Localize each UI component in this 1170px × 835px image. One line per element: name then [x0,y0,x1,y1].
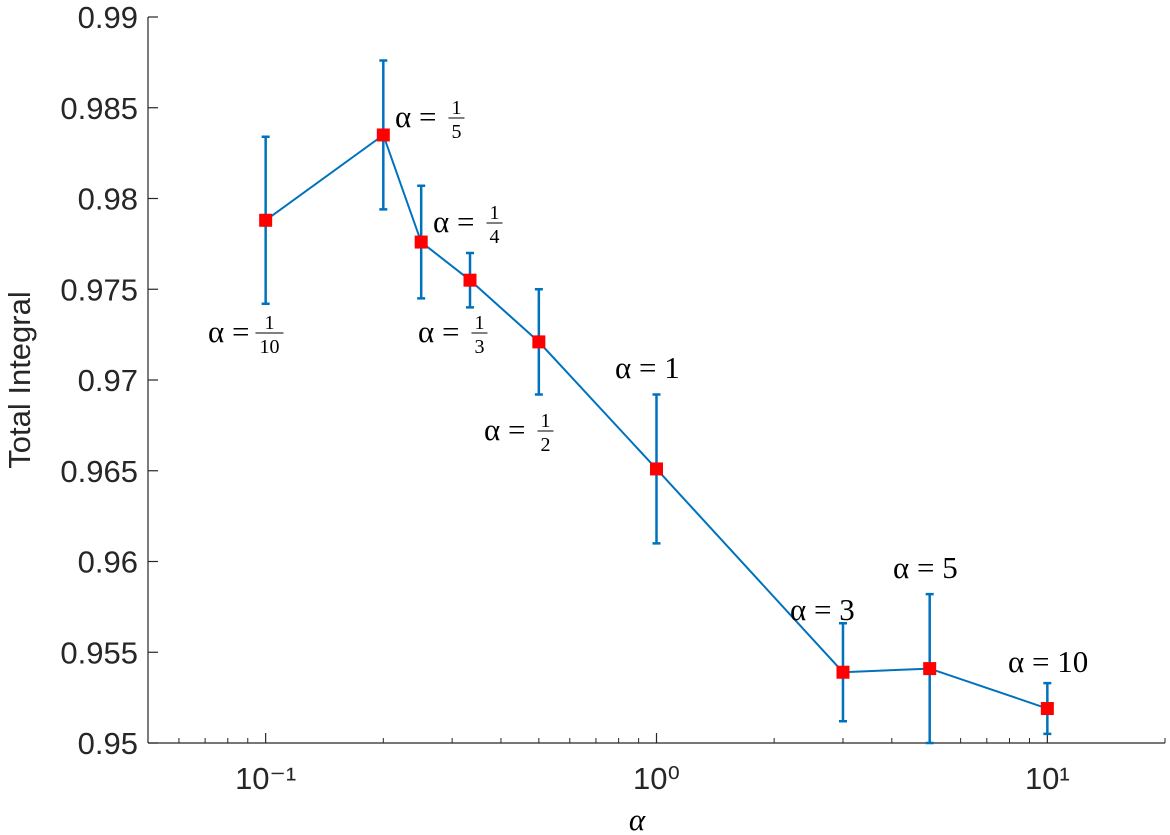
annotation-denominator: 5 [451,121,461,143]
marker [650,462,663,476]
marker [923,662,937,676]
marker [1040,702,1054,716]
y-tick-label: 0.975 [60,272,138,307]
annotation: α = 3 [790,592,855,627]
annotation: α = [418,314,459,349]
x-tick-label: 10⁻¹ [235,761,296,796]
y-tick-label: 0.97 [78,363,138,398]
marker [414,235,428,249]
annotation-denominator: 2 [540,434,550,456]
annotation-denominator: 4 [489,226,499,248]
annotation-denominator: 10 [259,336,279,358]
annotation: α = [395,99,436,134]
x-tick-label: 10¹ [1025,761,1070,796]
marker [259,213,273,227]
annotation: α = [433,204,474,239]
y-tick-label: 0.955 [60,635,138,670]
marker [463,273,477,287]
annotation-numerator: 1 [540,410,550,432]
x-axis-label: α [629,802,646,835]
y-tick-label: 0.99 [78,0,138,35]
annotation-denominator: 3 [474,336,484,358]
annotation: α = [484,412,525,447]
annotation: α = 1 [615,350,680,385]
y-tick-label: 0.96 [78,545,138,580]
y-tick-label: 0.98 [78,182,138,217]
marker [376,128,390,142]
annotation-numerator: 1 [264,312,274,334]
y-axis-label: Total Integral [2,291,37,469]
annotation-numerator: 1 [474,312,484,334]
marker [532,335,546,349]
annotation: α = [208,314,249,349]
annotation-numerator: 1 [489,202,499,224]
annotation: α = 10 [1008,644,1088,679]
x-tick-label: 10⁰ [633,761,680,796]
y-tick-label: 0.965 [60,454,138,489]
y-tick-label: 0.985 [60,91,138,126]
annotation: α = 5 [893,550,958,585]
marker [836,665,850,679]
annotation-numerator: 1 [451,97,461,119]
y-tick-label: 0.95 [78,726,138,761]
